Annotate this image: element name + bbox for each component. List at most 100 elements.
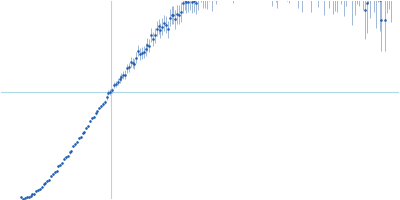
Point — [68, 150, 74, 153]
Point — [92, 112, 99, 115]
Point — [140, 50, 147, 53]
Point — [159, 25, 166, 28]
Point — [46, 178, 52, 181]
Point — [180, 1, 186, 4]
Point — [166, 16, 173, 19]
Point — [26, 195, 32, 199]
Point — [139, 51, 145, 55]
Point — [27, 194, 34, 197]
Point — [146, 44, 152, 47]
Point — [53, 169, 60, 172]
Point — [152, 34, 158, 37]
Point — [191, 0, 197, 2]
Point — [122, 73, 128, 76]
Point — [105, 91, 112, 94]
Point — [183, 1, 190, 4]
Point — [50, 173, 56, 176]
Point — [31, 193, 38, 196]
Point — [130, 61, 136, 65]
Point — [44, 179, 50, 183]
Point — [38, 185, 45, 188]
Point — [137, 52, 143, 55]
Point — [114, 80, 121, 83]
Point — [52, 170, 58, 174]
Point — [156, 25, 162, 28]
Point — [382, 18, 388, 21]
Point — [94, 110, 100, 113]
Point — [126, 66, 132, 69]
Point — [116, 77, 123, 81]
Point — [104, 96, 110, 99]
Point — [76, 136, 82, 140]
Point — [18, 196, 24, 199]
Point — [48, 175, 54, 178]
Point — [33, 189, 39, 193]
Point — [131, 63, 138, 66]
Point — [363, 2, 370, 5]
Point — [100, 103, 106, 106]
Point — [135, 49, 142, 52]
Point — [124, 67, 130, 70]
Point — [42, 181, 48, 185]
Point — [109, 89, 116, 92]
Point — [107, 91, 114, 94]
Point — [40, 183, 47, 186]
Point — [24, 195, 30, 199]
Point — [176, 13, 182, 16]
Point — [64, 154, 71, 157]
Point — [98, 105, 104, 108]
Point — [154, 27, 160, 30]
Point — [142, 48, 149, 51]
Point — [96, 107, 102, 110]
Point — [133, 56, 140, 59]
Point — [378, 18, 384, 22]
Point — [113, 83, 119, 86]
Point — [102, 100, 108, 103]
Point — [182, 0, 188, 1]
Point — [63, 156, 69, 159]
Point — [150, 37, 156, 40]
Point — [88, 117, 95, 120]
Point — [87, 120, 93, 123]
Point — [376, 0, 383, 2]
Point — [72, 143, 78, 146]
Point — [61, 157, 67, 160]
Point — [189, 0, 195, 3]
Point — [118, 75, 125, 79]
Point — [57, 163, 64, 166]
Point — [157, 29, 164, 32]
Point — [185, 0, 192, 3]
Point — [128, 60, 134, 64]
Point — [83, 127, 90, 130]
Point — [55, 165, 62, 168]
Point — [78, 136, 84, 139]
Point — [22, 196, 28, 200]
Point — [187, 0, 193, 1]
Point — [178, 10, 184, 13]
Point — [81, 130, 88, 134]
Point — [66, 151, 73, 154]
Point — [172, 18, 178, 21]
Point — [144, 43, 151, 46]
Point — [174, 13, 180, 16]
Point — [161, 21, 167, 25]
Point — [85, 124, 91, 127]
Point — [192, 1, 199, 4]
Point — [70, 145, 76, 148]
Point — [362, 8, 368, 11]
Point — [168, 13, 175, 16]
Point — [165, 28, 171, 31]
Point — [111, 83, 117, 86]
Point — [148, 33, 154, 37]
Point — [20, 197, 26, 200]
Point — [90, 115, 97, 119]
Point — [79, 131, 86, 135]
Point — [163, 23, 169, 26]
Point — [35, 188, 41, 191]
Point — [37, 187, 43, 190]
Point — [59, 161, 65, 164]
Point — [120, 73, 126, 76]
Point — [170, 14, 177, 17]
Point — [29, 193, 36, 196]
Point — [74, 140, 80, 144]
